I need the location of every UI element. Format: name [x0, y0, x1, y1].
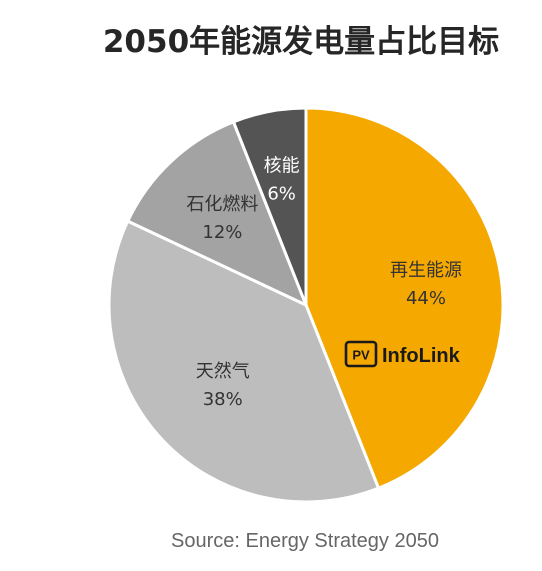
pie-slice: [107, 219, 381, 504]
pie-slice: [231, 106, 308, 307]
slice-label: 核能: [264, 155, 300, 176]
pie-labels: 再生能源 44% 天然气 38% 石化燃料 12% 核能 6%: [186, 155, 462, 410]
chart-title: 2050年能源发电量占比目标: [102, 24, 500, 60]
logo-text: InfoLink: [382, 345, 461, 367]
slice-value-label: 38%: [203, 389, 243, 410]
slice-label: 天然气: [196, 361, 250, 382]
pv-box-icon: [344, 340, 378, 368]
slice-value-label: 12%: [202, 222, 242, 243]
pie-slice: [126, 120, 308, 307]
slice-label: 石化燃料: [186, 194, 258, 215]
slice-value-label: 44%: [406, 288, 446, 309]
infolink-logo: PV InfoLink: [344, 340, 461, 368]
pie-slices: [107, 106, 505, 504]
source-note: Source: Energy Strategy 2050: [171, 530, 439, 552]
pv-icon-text: PV: [352, 348, 370, 363]
slice-label: 再生能源: [390, 260, 462, 281]
pie-slice: [304, 106, 505, 490]
slice-value-label: 6%: [267, 183, 296, 204]
